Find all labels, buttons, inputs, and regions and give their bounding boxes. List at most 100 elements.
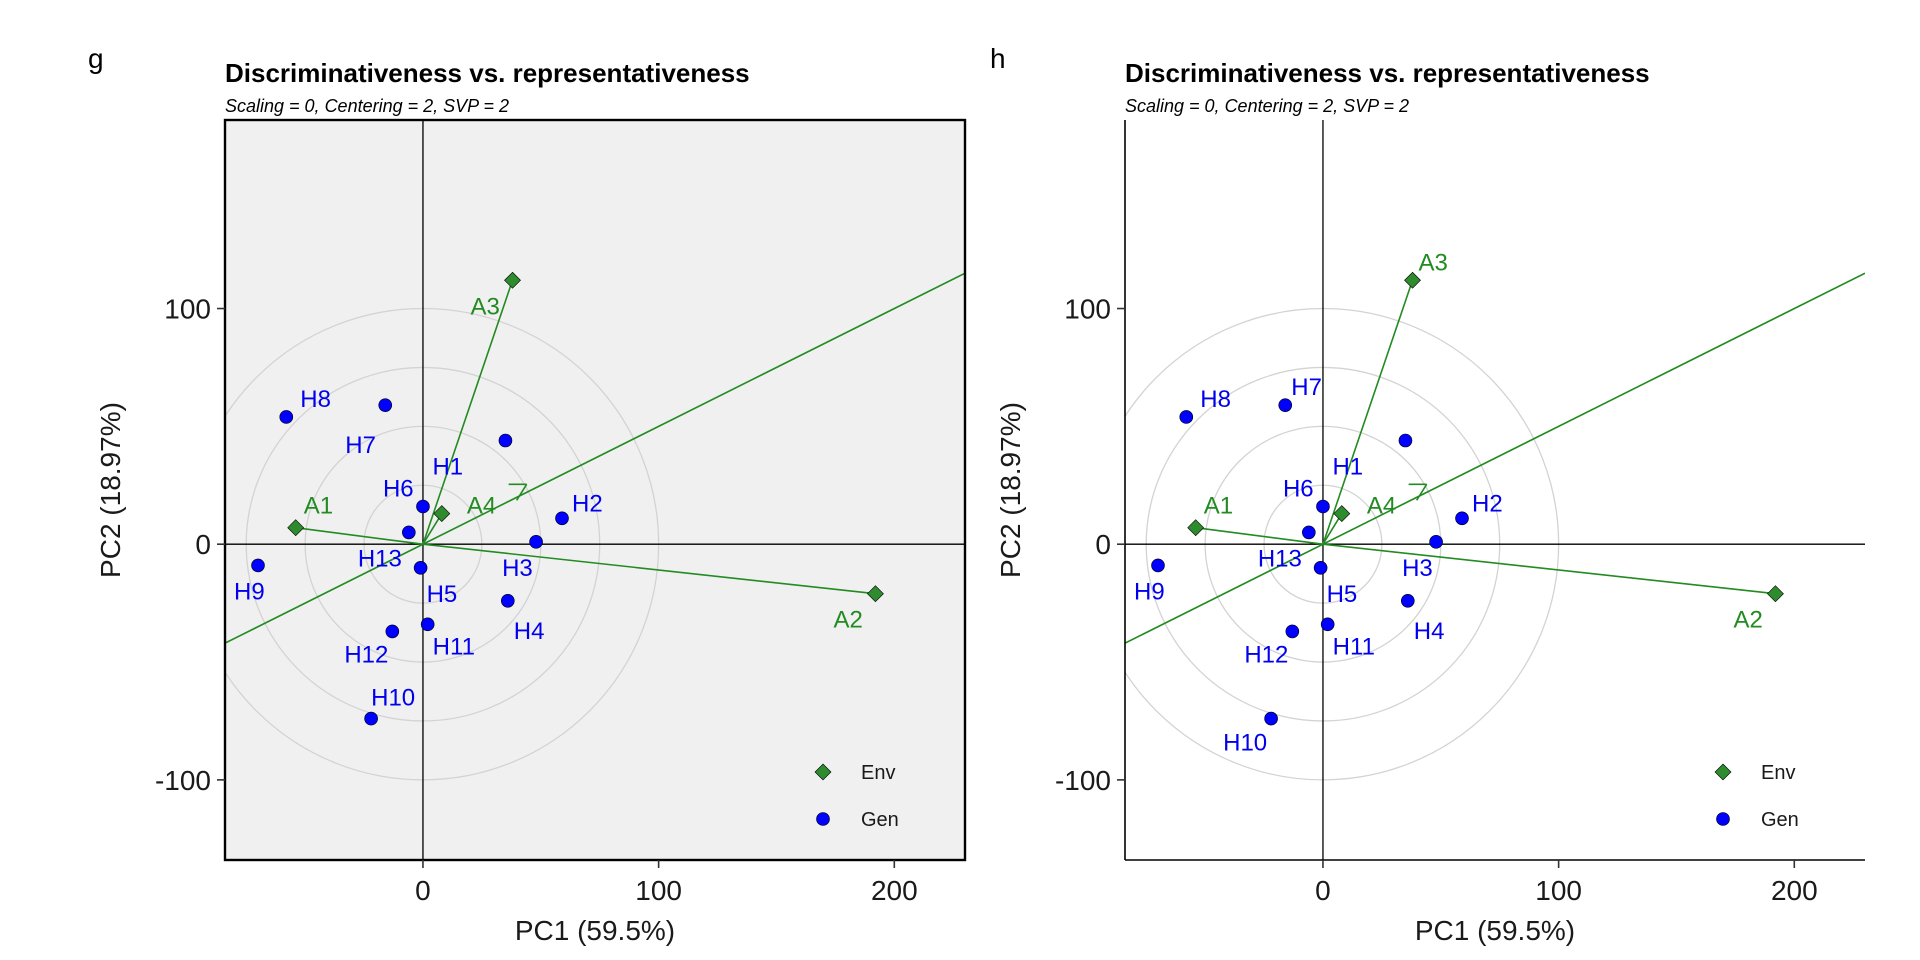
gen-label-h11: H11 — [1333, 633, 1375, 660]
gen-point-h4 — [501, 593, 515, 608]
x-tick-label: 0 — [415, 875, 431, 906]
env-vector-a1 — [295, 526, 424, 545]
y-axis-title: PC2 (18.97%) — [95, 402, 126, 578]
gen-point-h9 — [251, 558, 265, 573]
env-label-a1: A1 — [304, 493, 333, 520]
gen-point-h11 — [1320, 617, 1335, 632]
chart-subtitle: Scaling = 0, Centering = 2, SVP = 2 — [225, 96, 509, 116]
gen-point-h10 — [1264, 711, 1278, 726]
env-label-a2: A2 — [833, 607, 862, 634]
env-vector-a3 — [1322, 279, 1414, 545]
gen-point-h1 — [498, 433, 513, 448]
gen-label-h2: H2 — [1472, 490, 1503, 517]
gen-point-h6 — [1316, 499, 1330, 514]
env-point-a1 — [287, 519, 305, 537]
gen-point-h2 — [1455, 511, 1469, 526]
gen-point-h12 — [1285, 624, 1300, 639]
gen-point-h4 — [1401, 593, 1415, 608]
env-vector-a1 — [1195, 526, 1324, 545]
gen-point-h8 — [1179, 410, 1194, 424]
env-label-a3: A3 — [471, 293, 500, 320]
x-tick-label: 200 — [871, 875, 918, 906]
env-point-a4 — [433, 505, 451, 522]
gen-point-h11 — [420, 617, 435, 632]
gen-label-h10: H10 — [371, 685, 415, 712]
gen-point-h1 — [1398, 433, 1413, 448]
gen-label-h5: H5 — [427, 581, 458, 608]
gen-label-h2: H2 — [572, 490, 603, 517]
legend-env-symbol — [814, 763, 832, 781]
gen-point-h2 — [555, 511, 569, 526]
plot-background — [225, 120, 965, 860]
gen-point-h3 — [1429, 535, 1443, 549]
env-vector-a2 — [422, 543, 876, 595]
gen-label-h9: H9 — [1134, 578, 1165, 605]
y-tick-label: 100 — [164, 294, 211, 325]
legend: Env Gen — [814, 762, 899, 831]
gen-label-h13: H13 — [1258, 545, 1302, 572]
average-environment-axis — [1125, 272, 1865, 644]
gen-label-h6: H6 — [1283, 475, 1314, 502]
env-point-a3 — [1404, 271, 1421, 289]
gen-point-h10 — [364, 711, 378, 726]
y-tick-label: -100 — [155, 765, 211, 796]
legend-gen-symbol — [1716, 812, 1730, 826]
env-vector-a2 — [1322, 543, 1776, 595]
gen-point-h8 — [279, 410, 294, 424]
gen-label-h1: H1 — [1332, 454, 1363, 481]
plot-area — [225, 120, 965, 860]
chart-title: Discriminativeness vs. representativenes… — [1125, 58, 1650, 88]
gen-point-h5 — [1313, 560, 1328, 575]
gen-point-h5 — [413, 560, 428, 575]
gen-label-h6: H6 — [383, 475, 414, 502]
gen-point-h13 — [1302, 525, 1316, 540]
gen-point-h6 — [416, 499, 430, 514]
legend-gen-label: Gen — [1761, 809, 1799, 831]
gen-point-h7 — [1278, 398, 1293, 412]
gen-point-h3 — [529, 535, 543, 549]
x-tick-label: 0 — [1315, 875, 1331, 906]
y-axis-title: PC2 (18.97%) — [995, 402, 1026, 578]
gen-label-h10: H10 — [1223, 730, 1267, 757]
env-label-a4: A4 — [467, 493, 496, 520]
gen-label-h7: H7 — [345, 432, 376, 459]
gen-label-h4: H4 — [514, 618, 545, 645]
legend-env-label: Env — [861, 762, 895, 784]
gen-label-h7: H7 — [1291, 374, 1322, 401]
gen-label-h11: H11 — [433, 633, 475, 660]
env-label-a4: A4 — [1367, 493, 1396, 520]
legend-gen-label: Gen — [861, 809, 899, 831]
legend-gen-symbol — [816, 812, 830, 826]
env-point-a3 — [504, 271, 521, 289]
gen-point-h7 — [378, 398, 393, 412]
legend-env-label: Env — [1761, 762, 1795, 784]
env-point-a2 — [1767, 585, 1784, 603]
x-axis-title: PC1 (59.5%) — [515, 915, 675, 946]
env-vector-a3 — [422, 279, 514, 545]
x-tick-label: 100 — [635, 875, 682, 906]
legend-env-symbol — [1714, 763, 1732, 781]
env-point-a4 — [1333, 505, 1351, 522]
gen-label-h9: H9 — [234, 578, 265, 605]
average-environment-arrow — [1408, 483, 1428, 501]
gen-label-h8: H8 — [300, 386, 331, 413]
y-tick-label: 100 — [1064, 294, 1111, 325]
legend: Env Gen — [1714, 762, 1799, 831]
panel-letter: h — [990, 43, 1006, 74]
gen-label-h1: H1 — [432, 454, 463, 481]
env-label-a3: A3 — [1419, 249, 1448, 276]
gen-label-h3: H3 — [1402, 555, 1433, 582]
chart-title: Discriminativeness vs. representativenes… — [225, 58, 750, 88]
plot-area — [1125, 120, 1865, 860]
gen-label-h13: H13 — [358, 545, 402, 572]
gen-label-h8: H8 — [1200, 386, 1231, 413]
plot-frame — [223, 118, 967, 862]
y-tick-label: -100 — [1055, 765, 1111, 796]
gen-label-h12: H12 — [344, 641, 388, 668]
y-tick-label: 0 — [1095, 529, 1111, 560]
env-point-a2 — [867, 585, 884, 603]
y-tick-label: 0 — [195, 529, 211, 560]
